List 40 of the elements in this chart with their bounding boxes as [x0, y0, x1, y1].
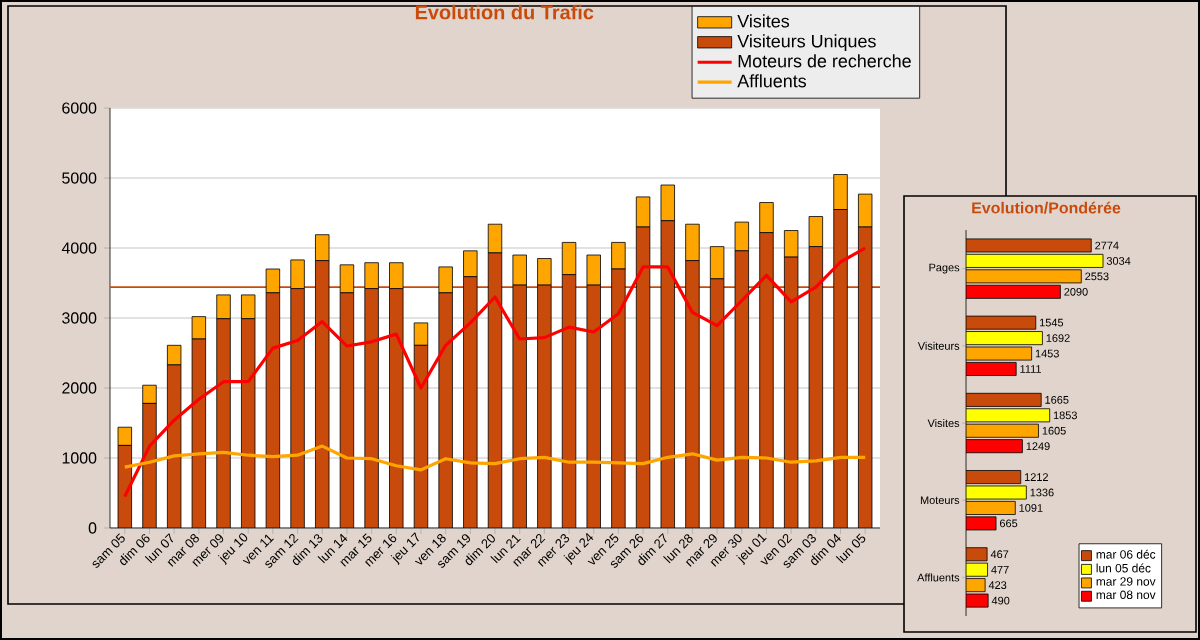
bar [966, 269, 1082, 284]
bar [512, 254, 527, 286]
bar [709, 246, 725, 280]
bar [783, 230, 799, 258]
legend-label: Visites [737, 14, 790, 28]
bar [315, 234, 330, 262]
bar [487, 223, 503, 254]
bar [216, 318, 231, 529]
bar [413, 322, 429, 346]
bar [364, 262, 379, 290]
bar [463, 250, 478, 278]
bar [808, 216, 824, 248]
bar [389, 262, 404, 290]
bar [966, 423, 1039, 438]
bar [290, 288, 305, 529]
bar [166, 344, 182, 366]
line-series [123, 246, 867, 499]
legend-label: Visiteurs Uniques [737, 34, 876, 52]
bar [537, 258, 552, 286]
chart-title: Evolution du Trafic [415, 4, 594, 20]
bar [734, 221, 749, 252]
bar [966, 253, 1104, 268]
legend-label: Moteurs de recherche [738, 54, 911, 68]
bar [191, 316, 207, 340]
bar [339, 264, 355, 294]
bar [561, 242, 577, 276]
bar [438, 266, 453, 294]
bar [611, 242, 626, 270]
legend-label: Affluents [737, 74, 807, 88]
bar [586, 254, 601, 286]
line-series [123, 444, 867, 472]
bar [241, 294, 256, 320]
bar [364, 288, 379, 529]
bar [216, 294, 231, 320]
bar [966, 331, 1043, 346]
bar [290, 259, 305, 290]
bar [265, 268, 281, 294]
bar [142, 384, 157, 404]
bar [966, 408, 1051, 423]
bar [685, 223, 700, 262]
